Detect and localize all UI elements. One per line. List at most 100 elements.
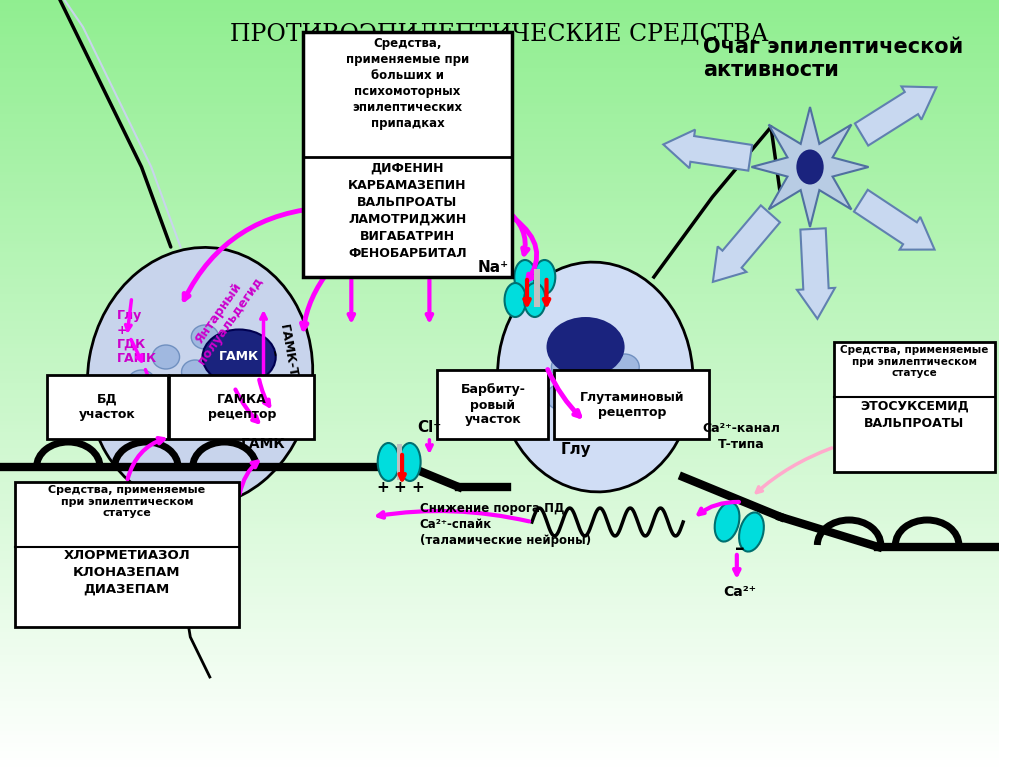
Bar xyxy=(397,444,402,480)
Bar xyxy=(0,321,999,326)
Bar xyxy=(0,114,999,119)
Text: Очаг эпилептической
активности: Очаг эпилептической активности xyxy=(702,37,963,81)
Ellipse shape xyxy=(378,443,399,481)
Ellipse shape xyxy=(514,260,536,294)
Bar xyxy=(0,463,999,468)
Bar xyxy=(0,429,999,433)
Bar xyxy=(0,456,999,460)
Bar xyxy=(0,118,999,123)
Bar xyxy=(0,183,999,188)
Ellipse shape xyxy=(498,262,693,492)
Bar xyxy=(0,356,999,360)
Bar xyxy=(0,126,999,130)
Bar xyxy=(0,759,999,763)
Text: ГАМК-Т
–: ГАМК-Т – xyxy=(262,323,300,381)
Polygon shape xyxy=(854,189,935,249)
Text: Снижение порога ПД
Ca²⁺-спайк
(таламические нейроны): Снижение порога ПД Ca²⁺-спайк (таламичес… xyxy=(420,502,591,547)
Text: +: + xyxy=(376,479,389,495)
Bar xyxy=(0,249,999,253)
Bar xyxy=(0,287,999,291)
Bar xyxy=(0,233,999,238)
FancyBboxPatch shape xyxy=(554,370,710,439)
Bar xyxy=(0,214,999,219)
Bar xyxy=(0,551,999,556)
Bar xyxy=(0,206,999,211)
FancyBboxPatch shape xyxy=(437,370,549,439)
Bar xyxy=(0,459,999,464)
Bar xyxy=(0,651,999,656)
Bar xyxy=(0,283,999,288)
Text: Янтарный
полуальдегид: Янтарный полуальдегид xyxy=(183,267,265,367)
Bar xyxy=(0,686,999,690)
Bar xyxy=(0,22,999,27)
Bar xyxy=(0,425,999,430)
Bar xyxy=(0,605,999,610)
Bar xyxy=(0,133,999,138)
Ellipse shape xyxy=(399,443,421,481)
Bar xyxy=(0,540,999,545)
Bar xyxy=(0,482,999,487)
Bar xyxy=(0,318,999,322)
Bar xyxy=(0,559,999,564)
Text: Барбиту-
ровый
участок: Барбиту- ровый участок xyxy=(461,384,525,426)
Bar xyxy=(0,597,999,602)
Bar xyxy=(0,333,999,337)
Bar xyxy=(0,122,999,127)
Bar xyxy=(0,314,999,318)
Bar xyxy=(0,502,999,506)
Text: ХЛОРМЕТИАЗОЛ
КЛОНАЗЕПАМ
ДИАЗЕПАМ: ХЛОРМЕТИАЗОЛ КЛОНАЗЕПАМ ДИАЗЕПАМ xyxy=(63,549,190,596)
Bar xyxy=(0,187,999,192)
Bar xyxy=(0,536,999,541)
Bar xyxy=(0,137,999,142)
Bar xyxy=(0,222,999,226)
Bar xyxy=(0,179,999,184)
Bar xyxy=(0,64,999,69)
Bar xyxy=(0,237,999,242)
Bar xyxy=(0,91,999,96)
Bar xyxy=(0,30,999,35)
Bar xyxy=(0,736,999,740)
Bar xyxy=(0,659,999,663)
Bar xyxy=(0,383,999,387)
Ellipse shape xyxy=(534,260,555,294)
Bar xyxy=(0,295,999,299)
Bar xyxy=(0,467,999,472)
Bar xyxy=(0,655,999,660)
Bar xyxy=(0,202,999,207)
Bar xyxy=(0,613,999,617)
Bar xyxy=(0,406,999,410)
Bar xyxy=(0,693,999,698)
Bar xyxy=(0,617,999,621)
Bar xyxy=(0,713,999,717)
Text: ЭТОСУКСЕМИД
ВАЛЬПРОАТЫ: ЭТОСУКСЕМИД ВАЛЬПРОАТЫ xyxy=(860,400,969,430)
Bar xyxy=(0,145,999,150)
Bar xyxy=(0,153,999,157)
Bar xyxy=(0,72,999,77)
Bar xyxy=(0,486,999,491)
Bar xyxy=(0,413,999,418)
Text: Ca²⁺-канал
Т-типа: Ca²⁺-канал Т-типа xyxy=(702,422,780,451)
Bar xyxy=(0,218,999,222)
Bar xyxy=(0,45,999,50)
Bar xyxy=(0,571,999,575)
Bar xyxy=(0,348,999,353)
Bar xyxy=(0,594,999,598)
Bar xyxy=(0,528,999,533)
Bar xyxy=(0,436,999,441)
Bar xyxy=(0,513,999,518)
Bar xyxy=(534,269,540,307)
Bar xyxy=(0,701,999,706)
Bar xyxy=(0,84,999,88)
Bar xyxy=(0,141,999,146)
Bar xyxy=(0,272,999,276)
Bar xyxy=(0,252,999,257)
FancyBboxPatch shape xyxy=(47,375,168,439)
Text: Ca²⁺: Ca²⁺ xyxy=(723,585,757,599)
Polygon shape xyxy=(664,130,752,171)
Text: Глу: Глу xyxy=(560,442,591,457)
Bar xyxy=(0,379,999,384)
Ellipse shape xyxy=(181,360,209,384)
Bar xyxy=(0,586,999,591)
Bar xyxy=(0,574,999,579)
Bar xyxy=(0,417,999,422)
